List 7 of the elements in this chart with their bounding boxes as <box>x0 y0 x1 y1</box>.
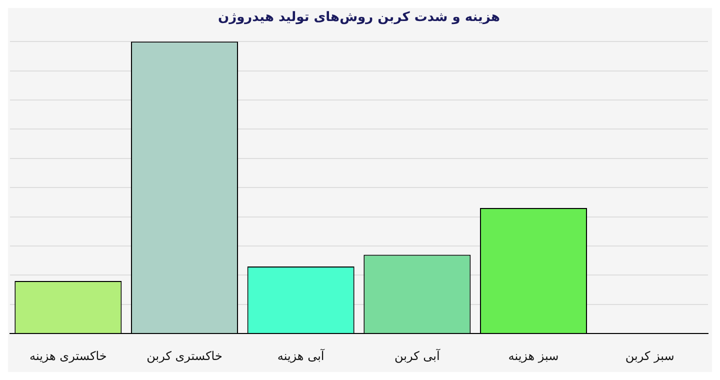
x-tick-label: خاکستری هزینه <box>30 348 107 363</box>
x-tick-label: آبی هزینه <box>277 348 325 363</box>
x-tick-label: سبز کربن <box>625 348 674 363</box>
chart-title: هزینه و شدت کربن روش‌های تولید هیدروژن <box>218 10 500 26</box>
x-tick-label: خاکستری کربن <box>146 348 222 363</box>
x-tick-label: آبی کربن <box>394 348 440 363</box>
x-tick-label: سبز هزینه <box>508 348 559 363</box>
